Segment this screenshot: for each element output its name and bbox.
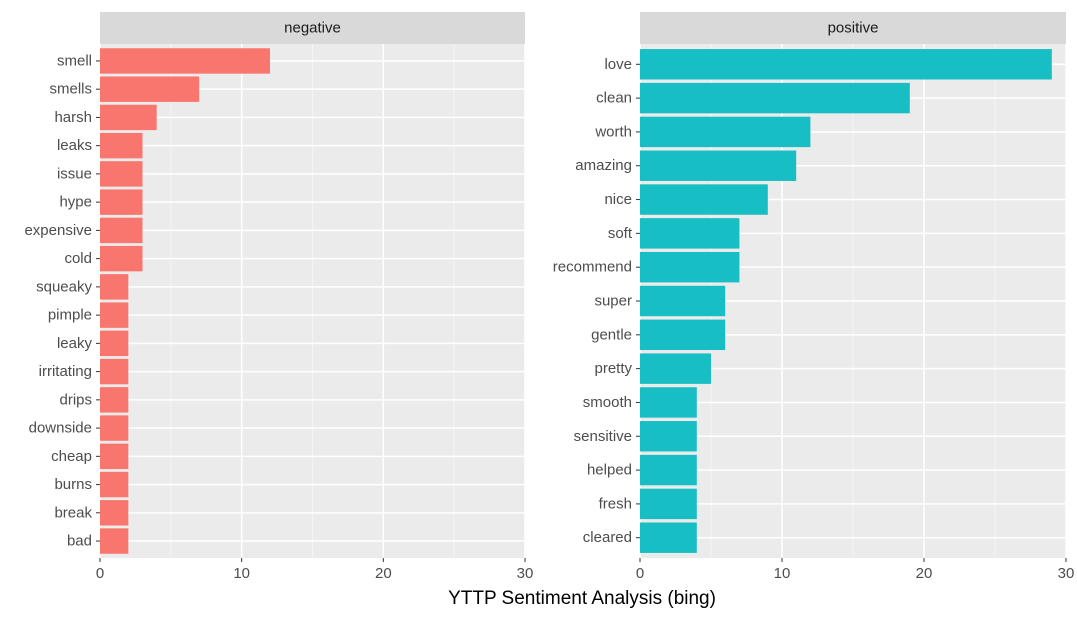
x-tick-label: 20 — [375, 565, 392, 582]
panel-negative: negative smell smells harsh leaks issue hype e… — [24, 12, 533, 582]
y-tick-label: harsh — [54, 109, 92, 126]
y-tick-label: clean — [596, 90, 632, 107]
grid-negative — [99, 44, 526, 558]
y-tick-label: soft — [608, 225, 633, 242]
strip-label-negative: negative — [284, 20, 341, 37]
bar-hype — [100, 189, 143, 215]
y-tick-label: bad — [67, 533, 92, 550]
y-axis-positive: love clean worth amazing nice soft recommend su… — [553, 56, 640, 546]
y-tick-label: recommend — [553, 259, 632, 276]
y-tick-label: break — [54, 504, 92, 521]
bar-fresh — [640, 488, 697, 520]
y-tick-label: love — [604, 56, 632, 73]
x-tick-label: 30 — [517, 565, 534, 582]
y-tick-label: amazing — [575, 157, 632, 174]
x-axis-title: YTTP Sentiment Analysis (bing) — [448, 588, 716, 609]
y-tick-label: cleared — [583, 529, 632, 546]
y-tick-label: expensive — [24, 222, 92, 239]
y-tick-label: helped — [587, 462, 632, 479]
y-tick-label: drips — [59, 391, 92, 408]
bar-downside — [100, 415, 129, 441]
y-tick-label: cold — [64, 250, 92, 267]
y-tick-label: pimple — [48, 307, 92, 324]
bar-love — [640, 49, 1052, 80]
strip-label-positive: positive — [828, 20, 879, 37]
x-tick-label: 10 — [233, 565, 250, 582]
bar-amazing — [640, 150, 797, 181]
y-tick-label: sensitive — [574, 428, 632, 445]
x-tick-label: 20 — [916, 565, 933, 582]
y-tick-label: super — [594, 293, 632, 310]
y-tick-label: squeaky — [36, 278, 92, 295]
y-tick-label: downside — [29, 420, 92, 437]
bar-bad — [100, 528, 129, 554]
y-tick-label: gentle — [591, 326, 632, 343]
x-tick-label: 10 — [774, 565, 791, 582]
x-axis-negative: 0 10 20 30 — [96, 558, 534, 582]
bar-soft — [640, 218, 740, 249]
bar-recommend — [640, 251, 740, 283]
y-tick-label: smooth — [583, 394, 632, 411]
bar-harsh — [100, 104, 157, 131]
x-tick-label: 0 — [636, 565, 644, 582]
bar-squeaky — [100, 274, 129, 300]
bar-irritating — [100, 358, 129, 385]
bar-leaks — [100, 132, 143, 159]
bars-positive — [640, 49, 1052, 553]
x-axis-positive: 0 10 20 30 — [636, 558, 1075, 582]
x-tick-label: 0 — [96, 565, 104, 582]
y-tick-label: irritating — [39, 363, 92, 380]
bar-cold — [100, 245, 143, 272]
y-tick-label: pretty — [594, 360, 632, 377]
bar-expensive — [100, 217, 143, 244]
y-tick-label: cheap — [51, 448, 92, 465]
bar-worth — [640, 116, 811, 148]
bar-cheap — [100, 443, 129, 470]
x-tick-label: 30 — [1058, 565, 1075, 582]
bar-cleared — [640, 522, 697, 553]
bar-break — [100, 500, 129, 526]
bar-helped — [640, 454, 697, 486]
bar-gentle — [640, 319, 726, 351]
bar-clean — [640, 82, 910, 114]
bar-pimple — [100, 302, 129, 328]
strip-negative — [100, 12, 525, 44]
y-tick-label: nice — [604, 191, 632, 208]
bar-smell — [100, 48, 270, 74]
y-tick-label: fresh — [599, 495, 632, 512]
bar-sensitive — [640, 421, 697, 452]
bars-negative — [100, 48, 270, 554]
bar-drips — [100, 387, 129, 413]
strip-positive — [640, 12, 1066, 44]
bar-super — [640, 285, 726, 317]
panel-positive: positive love clean worth amazing nice soft re… — [553, 12, 1075, 582]
y-tick-label: worth — [594, 123, 632, 140]
bar-leaky — [100, 330, 129, 357]
bar-nice — [640, 184, 768, 215]
y-tick-label: issue — [57, 165, 92, 182]
bar-issue — [100, 161, 143, 187]
y-tick-label: hype — [59, 194, 92, 211]
bar-smells — [100, 76, 200, 102]
y-axis-negative: smell smells harsh leaks issue hype expensive c… — [24, 52, 100, 550]
y-tick-label: leaky — [57, 335, 93, 352]
bar-pretty — [640, 353, 711, 384]
y-tick-label: smell — [57, 52, 92, 69]
bar-smooth — [640, 387, 697, 418]
y-tick-label: leaks — [57, 137, 92, 154]
bar-burns — [100, 471, 129, 498]
y-tick-label: smells — [49, 81, 92, 98]
y-tick-label: burns — [54, 476, 92, 493]
